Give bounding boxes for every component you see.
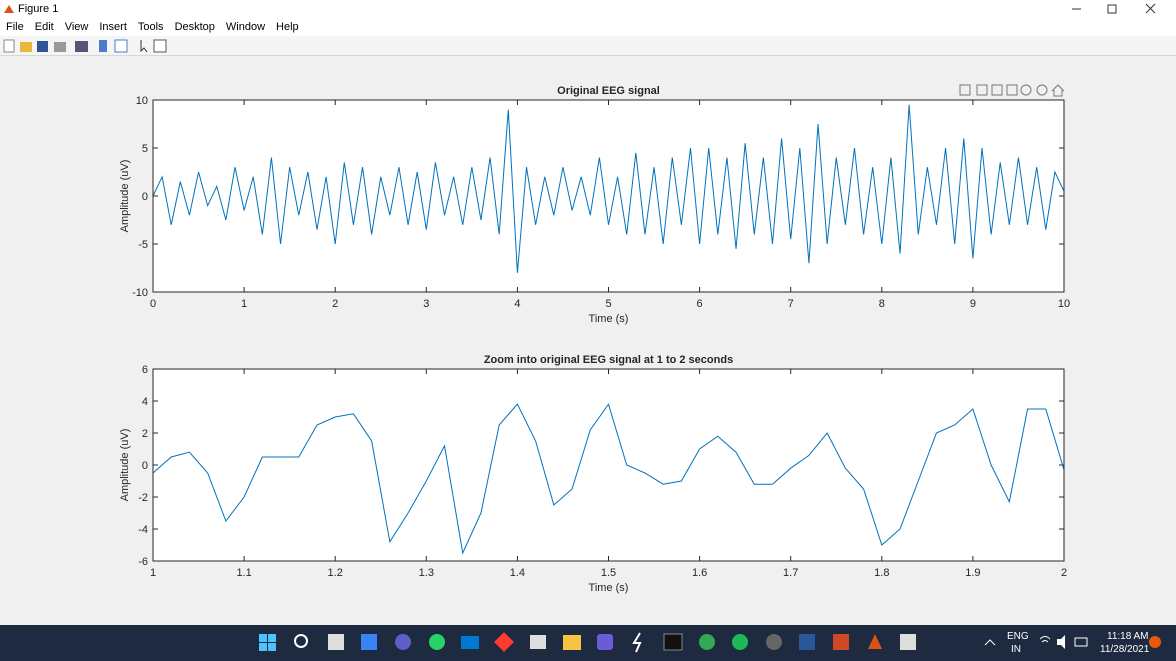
taskbar-icons[interactable] bbox=[0, 625, 1176, 661]
plot-area bbox=[153, 369, 1064, 561]
window-title: Figure 1 bbox=[18, 3, 59, 15]
x-axis-label: Time (s) bbox=[589, 582, 629, 594]
language[interactable]: ENG bbox=[1007, 631, 1029, 642]
x-axis-label: Time (s) bbox=[589, 313, 629, 325]
x-tick-label: 1.9 bbox=[965, 567, 980, 579]
menu-item[interactable]: Edit bbox=[34, 21, 54, 33]
taskbar: ENG IN 11:18 AM 11/28/2021 bbox=[0, 625, 1176, 661]
menu-item[interactable]: Insert bbox=[99, 21, 127, 33]
x-tick-label: 1.6 bbox=[692, 567, 707, 579]
x-tick-label: 9 bbox=[970, 298, 976, 310]
app-icon bbox=[4, 5, 14, 13]
y-tick-label: 0 bbox=[142, 460, 148, 472]
y-tick-label: 2 bbox=[142, 428, 148, 440]
menu-item[interactable]: Tools bbox=[137, 21, 164, 33]
x-tick-label: 1 bbox=[150, 567, 156, 579]
y-tick-label: -10 bbox=[132, 287, 148, 299]
clock-date[interactable]: 11/28/2021 bbox=[1100, 644, 1150, 655]
menu-item[interactable]: File bbox=[6, 21, 24, 33]
toolbar bbox=[0, 36, 1176, 56]
menu-item[interactable]: Desktop bbox=[174, 21, 215, 33]
x-tick-label: 2 bbox=[332, 298, 338, 310]
x-tick-label: 5 bbox=[605, 298, 611, 310]
menu-item[interactable]: Window bbox=[225, 21, 266, 33]
x-tick-label: 1.8 bbox=[874, 567, 889, 579]
x-tick-label: 1.5 bbox=[601, 567, 616, 579]
clock-time[interactable]: 11:18 AM bbox=[1107, 631, 1149, 642]
title-bar: Figure 1 bbox=[0, 0, 1176, 18]
x-tick-label: 10 bbox=[1058, 298, 1070, 310]
x-tick-label: 1 bbox=[241, 298, 247, 310]
x-tick-label: 6 bbox=[697, 298, 703, 310]
menu-bar: File Edit View Insert Tools Desktop Window Help bbox=[0, 18, 1176, 36]
y-tick-label: -6 bbox=[138, 556, 148, 568]
x-tick-label: 1.2 bbox=[328, 567, 343, 579]
x-tick-label: 2 bbox=[1061, 567, 1067, 579]
y-tick-label: 0 bbox=[142, 191, 148, 203]
axes-box bbox=[152, 99, 1065, 293]
x-tick-label: 1.3 bbox=[419, 567, 434, 579]
x-tick-label: 0 bbox=[150, 298, 156, 310]
axes-box bbox=[152, 368, 1065, 562]
menu-item[interactable]: Help bbox=[276, 21, 299, 33]
y-tick-label: -5 bbox=[138, 239, 148, 251]
chart-title: Original EEG signal bbox=[557, 85, 660, 97]
x-tick-label: 1.1 bbox=[236, 567, 251, 579]
y-axis-label: Amplitude (uV) bbox=[119, 160, 131, 233]
y-tick-label: 4 bbox=[142, 396, 148, 408]
region[interactable]: IN bbox=[1011, 644, 1021, 655]
data-line bbox=[152, 104, 1065, 273]
data-line bbox=[152, 403, 1065, 555]
y-tick-label: -4 bbox=[138, 524, 148, 536]
x-tick-label: 7 bbox=[788, 298, 794, 310]
y-tick-label: -2 bbox=[138, 492, 148, 504]
menu-item[interactable]: View bbox=[64, 21, 89, 33]
x-tick-label: 4 bbox=[514, 298, 520, 310]
y-tick-label: 10 bbox=[136, 95, 148, 107]
y-axis-label: Amplitude (uV) bbox=[119, 429, 131, 502]
x-tick-label: 1.4 bbox=[510, 567, 525, 579]
axes-toolbar[interactable] bbox=[959, 84, 1065, 97]
x-tick-label: 3 bbox=[423, 298, 429, 310]
x-tick-label: 1.7 bbox=[783, 567, 798, 579]
window-controls[interactable] bbox=[1068, 0, 1168, 18]
x-tick-label: 8 bbox=[879, 298, 885, 310]
y-tick-label: 6 bbox=[142, 364, 148, 376]
y-tick-label: 5 bbox=[142, 143, 148, 155]
plot-area bbox=[153, 100, 1064, 292]
toolbar-icons[interactable] bbox=[0, 36, 180, 56]
chart-title: Zoom into original EEG signal at 1 to 2 … bbox=[484, 354, 733, 366]
